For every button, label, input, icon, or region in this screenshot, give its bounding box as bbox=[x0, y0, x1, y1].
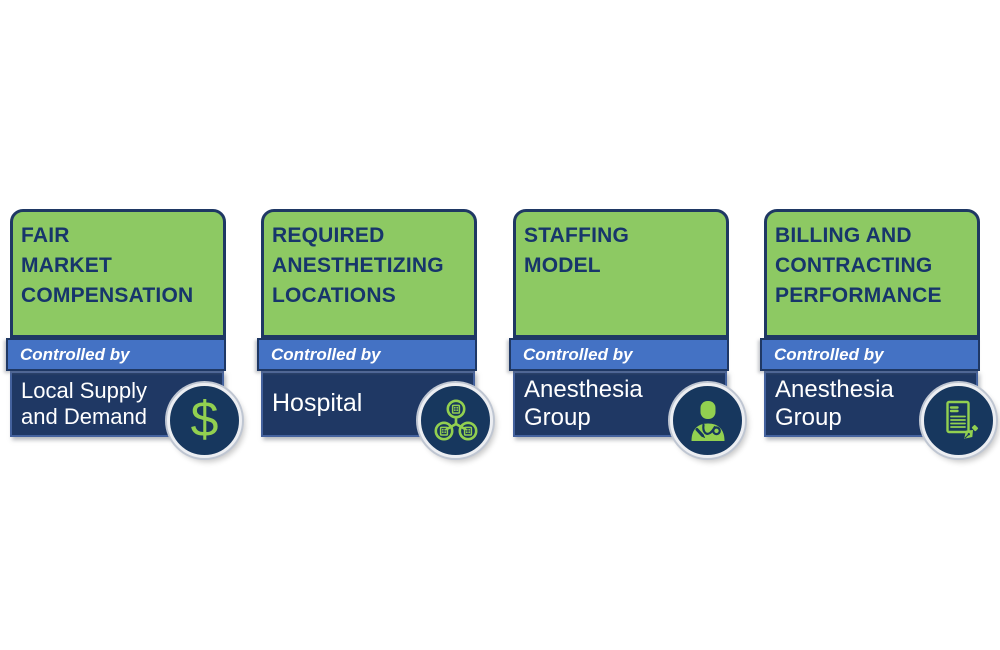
controlled-by-label: Controlled by bbox=[523, 344, 633, 364]
network-locations-icon bbox=[418, 383, 493, 458]
controlled-by-label: Controlled by bbox=[774, 344, 884, 364]
controller-name: Anesthesia Group bbox=[775, 375, 894, 431]
dollar-glyph: $ bbox=[190, 391, 219, 447]
controller-name: Anesthesia Group bbox=[524, 375, 643, 431]
dollar-icon: $ bbox=[167, 383, 242, 458]
clinician-glyph bbox=[691, 400, 724, 441]
pillar-card-billing-contracting-performance: BILLING AND CONTRACTING PERFORMANCE Cont… bbox=[760, 209, 996, 461]
controlled-by-band: Controlled by bbox=[257, 338, 477, 371]
controller-name: Hospital bbox=[272, 389, 363, 418]
pillar-card-fair-market-compensation: FAIR MARKET COMPENSATION Controlled by L… bbox=[6, 209, 242, 461]
card-title: BILLING AND CONTRACTING PERFORMANCE bbox=[775, 224, 942, 307]
card-title: REQUIRED ANESTHETIZING LOCATIONS bbox=[272, 224, 444, 307]
controlled-by-label: Controlled by bbox=[20, 344, 130, 364]
card-title: FAIR MARKET COMPENSATION bbox=[21, 224, 194, 307]
card-title: STAFFING MODEL bbox=[524, 224, 630, 277]
controlled-by-band: Controlled by bbox=[6, 338, 226, 371]
card-title-panel: STAFFING MODEL bbox=[513, 209, 729, 338]
document-pen-glyph bbox=[945, 400, 978, 439]
pillar-card-staffing-model: STAFFING MODEL Controlled by Anesthesia … bbox=[509, 209, 745, 461]
controlled-by-band: Controlled by bbox=[760, 338, 980, 371]
controlled-by-label: Controlled by bbox=[271, 344, 381, 364]
pillar-card-required-anesthetizing-locations: REQUIRED ANESTHETIZING LOCATIONS Control… bbox=[257, 209, 493, 461]
card-title-panel: FAIR MARKET COMPENSATION bbox=[10, 209, 226, 338]
card-title-panel: REQUIRED ANESTHETIZING LOCATIONS bbox=[261, 209, 477, 338]
document-pen-icon bbox=[921, 383, 996, 458]
clinician-icon bbox=[670, 383, 745, 458]
network-locations-glyph bbox=[434, 399, 477, 440]
card-title-panel: BILLING AND CONTRACTING PERFORMANCE bbox=[764, 209, 980, 338]
controller-name: Local Supply and Demand bbox=[21, 378, 147, 429]
controlled-by-band: Controlled by bbox=[509, 338, 729, 371]
